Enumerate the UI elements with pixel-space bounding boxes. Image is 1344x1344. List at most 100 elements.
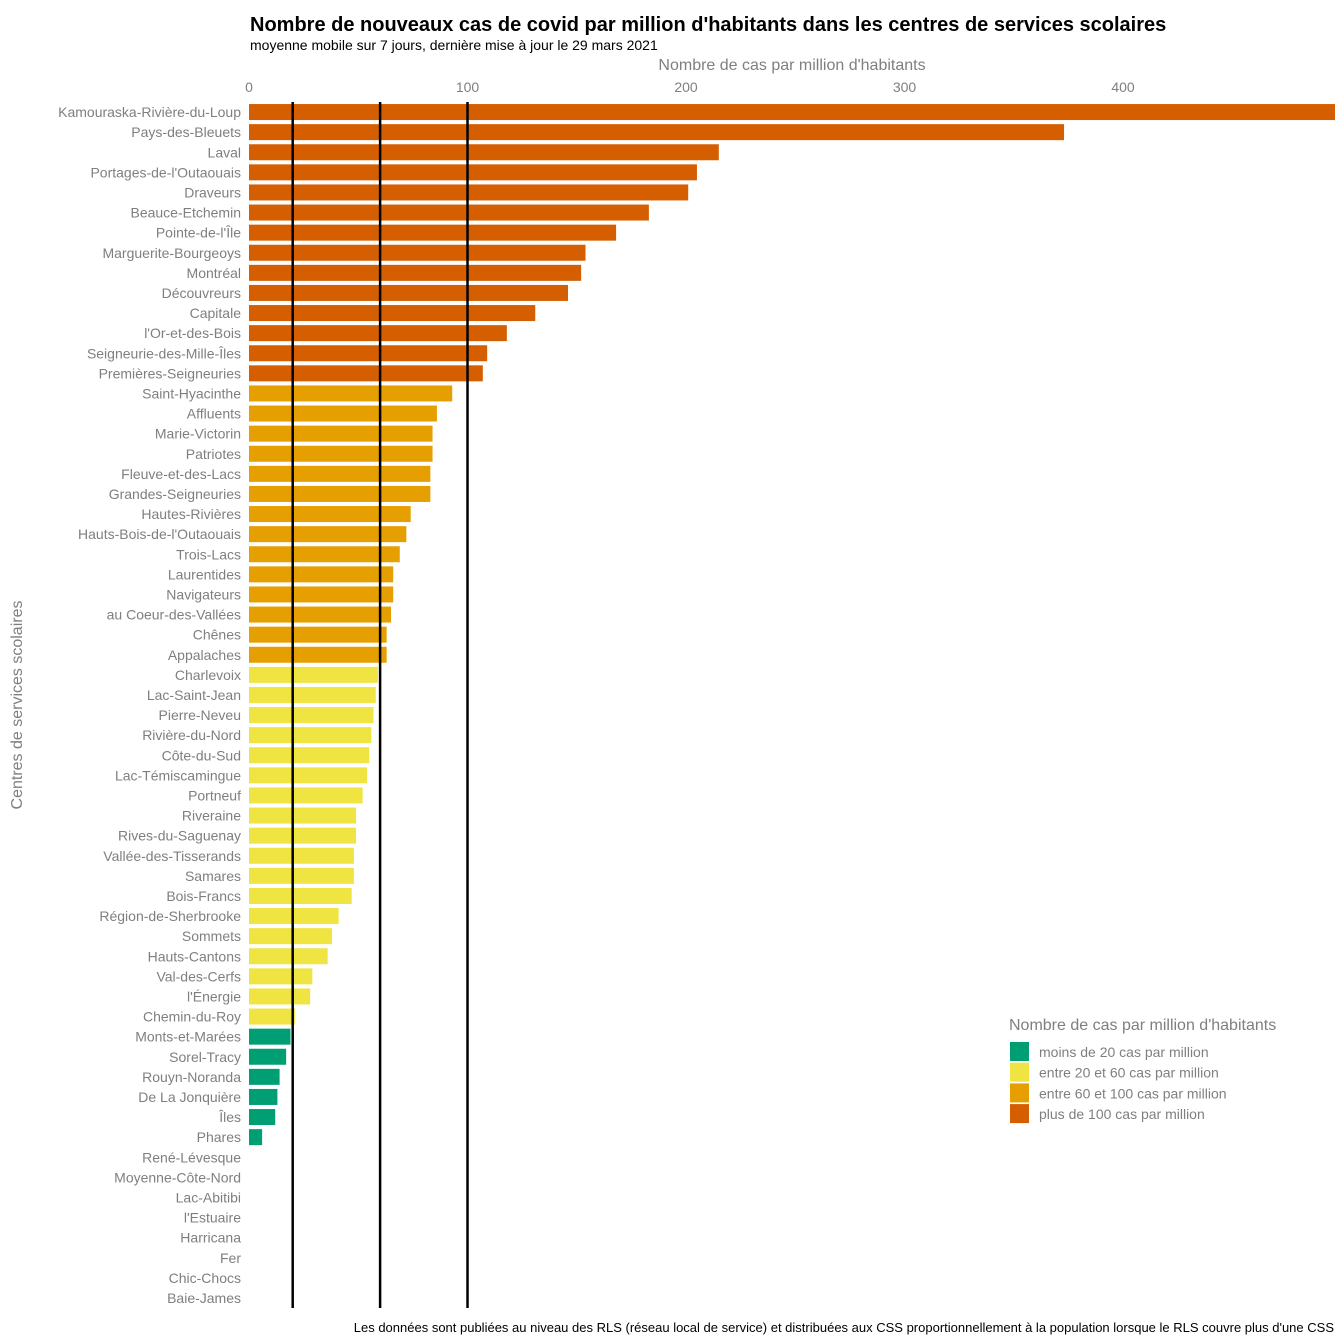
bar <box>249 988 311 1005</box>
category-label: Lac-Abitibi <box>176 1189 241 1205</box>
category-label: Charlevoix <box>175 667 241 683</box>
bar <box>249 546 400 563</box>
category-label: Saint-Hyacinthe <box>142 385 241 401</box>
x-tick-label: 300 <box>893 79 917 95</box>
bar <box>249 948 328 965</box>
bar <box>249 365 483 382</box>
category-label: Chênes <box>193 627 241 643</box>
bar <box>249 244 586 261</box>
category-label: Vallée-des-Tisserands <box>103 848 241 864</box>
x-tick-label: 400 <box>1111 79 1135 95</box>
bar <box>249 264 582 281</box>
bar <box>249 506 411 523</box>
bar <box>249 425 433 442</box>
category-label: Portneuf <box>188 787 241 803</box>
bar <box>249 305 536 322</box>
x-axis-title: Nombre de cas par million d'habitants <box>658 57 925 74</box>
category-label: Lac-Témiscamingue <box>115 767 241 783</box>
category-label: Samares <box>185 868 241 884</box>
bar <box>249 124 1065 141</box>
category-label: Beauce-Etchemin <box>130 205 241 221</box>
bar <box>249 887 352 904</box>
category-label: Grandes-Seigneuries <box>109 486 241 502</box>
category-label: Rives-du-Saguenay <box>118 828 241 844</box>
category-label: Pointe-de-l'Île <box>156 225 241 241</box>
category-label: Capitale <box>190 305 242 321</box>
category-label: Rouyn-Noranda <box>142 1069 241 1085</box>
bar <box>249 646 387 663</box>
legend: Nombre de cas par million d'habitants mo… <box>1009 1017 1276 1124</box>
bar <box>249 626 387 643</box>
category-label: Riveraine <box>182 808 241 824</box>
category-label: Premières-Seigneuries <box>99 365 241 381</box>
category-label: au Coeur-des-Vallées <box>107 607 241 623</box>
bar <box>249 465 431 482</box>
bar <box>249 1088 278 1105</box>
category-label: Fer <box>220 1250 241 1266</box>
bar <box>249 867 354 884</box>
bar <box>249 224 617 241</box>
bar <box>249 707 374 724</box>
bar <box>249 485 431 502</box>
bar <box>249 385 453 402</box>
x-tick-label: 0 <box>245 79 253 95</box>
legend-label: entre 60 et 100 cas par million <box>1039 1085 1227 1101</box>
category-label: l'Or-et-des-Bois <box>144 325 241 341</box>
category-label: Chemin-du-Roy <box>143 1009 241 1025</box>
category-label: Découvreurs <box>162 285 241 301</box>
legend-label: plus de 100 cas par million <box>1039 1106 1205 1122</box>
legend-swatch <box>1010 1042 1029 1061</box>
bar <box>249 767 367 784</box>
bar <box>249 787 363 804</box>
category-label: Draveurs <box>184 184 241 200</box>
category-label: Lac-Saint-Jean <box>147 687 241 703</box>
bar <box>249 807 357 824</box>
category-label: Affluents <box>187 406 241 422</box>
bar <box>249 928 333 945</box>
bar <box>249 686 376 703</box>
bar <box>249 968 313 985</box>
bar <box>249 164 697 181</box>
category-label: Kamouraska-Rivière-du-Loup <box>58 104 241 120</box>
category-label: Appalaches <box>168 647 241 663</box>
bar <box>249 144 719 161</box>
bar <box>249 666 378 683</box>
x-tick-label: 200 <box>674 79 698 95</box>
category-label: Hautes-Rivières <box>141 506 241 522</box>
category-label: Bois-Francs <box>166 888 241 904</box>
category-label: Navigateurs <box>166 586 241 602</box>
category-label: Val-des-Cerfs <box>156 968 241 984</box>
category-label: Sommets <box>182 928 241 944</box>
category-label: Laval <box>208 144 241 160</box>
bar <box>249 325 507 342</box>
category-label: Marie-Victorin <box>155 426 241 442</box>
category-label: Trois-Lacs <box>176 546 241 562</box>
reference-lines <box>291 102 469 1308</box>
bar <box>249 1068 280 1085</box>
category-label: Hauts-Bois-de-l'Outaouais <box>78 526 241 542</box>
category-label: Moyenne-Côte-Nord <box>114 1169 241 1185</box>
category-label: Harricana <box>180 1230 241 1246</box>
category-label: Chic-Chocs <box>169 1270 241 1286</box>
category-label: Pays-des-Bleuets <box>131 124 241 140</box>
bar <box>249 747 370 764</box>
category-label: Portages-de-l'Outaouais <box>90 164 241 180</box>
bar <box>249 827 357 844</box>
category-label: Phares <box>197 1129 241 1145</box>
category-label: Laurentides <box>168 566 241 582</box>
category-label: Rivière-du-Nord <box>142 727 241 743</box>
legend-swatch <box>1010 1083 1029 1103</box>
legend-swatch <box>1010 1104 1029 1124</box>
x-axis-ticks: 0 100 200 300 400 <box>245 79 1135 95</box>
bar <box>249 1028 291 1045</box>
chart-subtitle: moyenne mobile sur 7 jours, dernière mis… <box>250 37 658 53</box>
bar <box>249 1008 295 1025</box>
category-label: Baie-James <box>167 1290 241 1306</box>
chart-title: Nombre de nouveaux cas de covid par mill… <box>250 14 1166 36</box>
legend-label: entre 20 et 60 cas par million <box>1039 1065 1219 1081</box>
x-tick-label: 100 <box>456 79 480 95</box>
bar <box>249 1048 287 1065</box>
bar <box>249 847 354 864</box>
bar <box>249 566 394 583</box>
